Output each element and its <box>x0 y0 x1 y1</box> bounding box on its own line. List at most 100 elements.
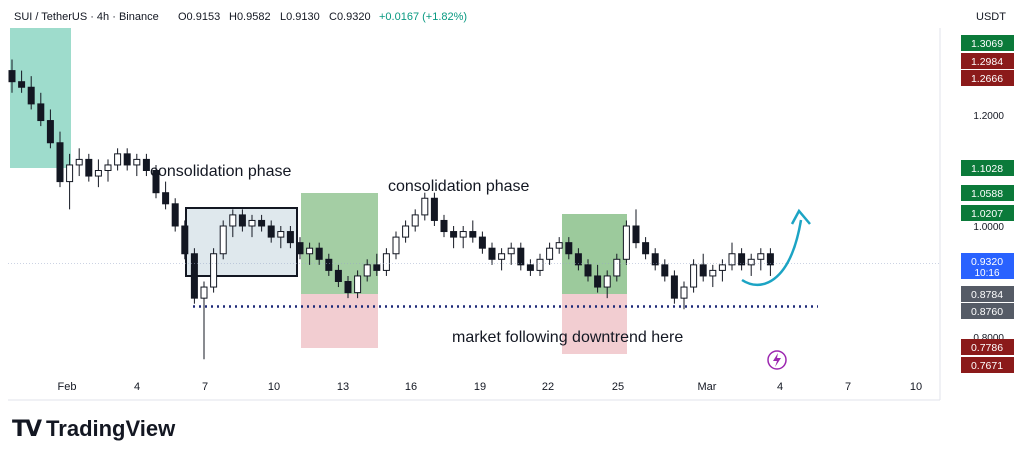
candle <box>699 253 707 282</box>
price-badge-bg <box>961 357 1014 373</box>
tradingview-wordmark: TradingView <box>46 416 176 441</box>
candle-body <box>190 253 198 299</box>
price-badge-bg <box>961 205 1014 221</box>
candle <box>46 109 54 149</box>
price-badge-bg <box>961 70 1014 86</box>
candles-layer <box>8 59 774 360</box>
candle-body <box>757 253 765 260</box>
candle <box>392 231 400 260</box>
candle <box>85 153 93 182</box>
candle <box>661 259 669 282</box>
candle-body <box>651 253 659 266</box>
candle <box>75 148 83 177</box>
x-tick-label: Feb <box>58 381 77 393</box>
price-badge: 1.2984 <box>961 53 1014 69</box>
price-badge-bg <box>961 303 1014 319</box>
lightning-icon[interactable] <box>767 350 787 370</box>
candle <box>603 270 611 299</box>
candle-body <box>565 242 573 255</box>
x-tick-label: 4 <box>134 381 140 393</box>
price-badge-value: 1.1028 <box>971 163 1003 175</box>
candle-body <box>267 225 275 238</box>
candle <box>219 220 227 260</box>
candle-body <box>478 236 486 249</box>
candle <box>546 242 554 265</box>
candle-body <box>709 269 717 277</box>
highlight-zones <box>10 28 627 354</box>
price-badge-value: 1.2984 <box>971 56 1003 68</box>
candle <box>296 237 304 260</box>
price-badge-value: 1.0588 <box>971 188 1003 200</box>
candle-body <box>248 219 256 227</box>
ohlc-open: O0.9153 <box>178 11 220 23</box>
candle <box>171 198 179 232</box>
candle <box>478 231 486 254</box>
ohlc-close: C0.9320 <box>329 11 371 23</box>
price-badge-value: 0.8760 <box>971 306 1003 318</box>
symbol-title: SUI / TetherUS · 4h · Binance <box>14 11 159 23</box>
candle-body <box>114 153 122 166</box>
projection-arrow-icon <box>790 208 811 225</box>
candle-body <box>56 142 64 183</box>
x-tick-label: 16 <box>405 381 417 393</box>
x-tick-label: 10 <box>268 381 280 393</box>
candle-body <box>382 253 390 271</box>
price-countdown: 10:16 <box>974 268 999 279</box>
candle-body <box>632 225 640 244</box>
candle-body <box>162 192 170 205</box>
price-badge-value: 0.7786 <box>971 342 1003 354</box>
candle-body <box>546 247 554 260</box>
price-badge: 1.1028 <box>961 160 1014 176</box>
candle <box>728 242 736 271</box>
x-tick-label: Mar <box>698 381 717 393</box>
price-badge-bg <box>961 160 1014 176</box>
price-badge-bg <box>961 339 1014 355</box>
candle-body <box>123 153 131 166</box>
candle-body <box>219 225 227 255</box>
candle-body <box>766 253 774 266</box>
candle <box>440 214 448 238</box>
candle-body <box>296 242 304 255</box>
candle <box>306 242 314 265</box>
consolidation-box <box>185 207 298 277</box>
candle-body <box>718 264 726 271</box>
candle-body <box>152 170 160 194</box>
red-zone-2 <box>562 294 627 354</box>
candle <box>421 192 429 221</box>
candle <box>114 148 122 171</box>
candle-body <box>181 225 189 255</box>
candle <box>238 209 246 232</box>
candle <box>267 220 275 243</box>
candle-body <box>392 236 400 255</box>
tradingview-logo-icon: TV <box>12 416 42 442</box>
y-tick-label: 1.0000 <box>973 222 1004 233</box>
candle-body <box>555 242 563 249</box>
candle <box>344 275 352 299</box>
candle-body <box>37 103 45 122</box>
candle-body <box>171 203 179 227</box>
price-badge: 1.0588 <box>961 185 1014 201</box>
candle <box>718 259 726 282</box>
x-tick-label: 7 <box>202 381 208 393</box>
candle <box>517 242 525 271</box>
candle-body <box>238 214 246 227</box>
tradingview-brand: TV TradingView <box>12 416 175 442</box>
candle-body <box>526 264 534 271</box>
candle-body <box>450 231 458 238</box>
candle-body <box>430 197 438 221</box>
candle <box>469 220 477 243</box>
currency-label[interactable]: USDT <box>976 11 1006 23</box>
candle-body <box>411 214 419 227</box>
candle-body <box>690 264 698 288</box>
candle <box>459 226 467 249</box>
candle-body <box>738 253 746 266</box>
candle <box>210 248 218 293</box>
projection-curve <box>741 219 803 287</box>
candle <box>411 209 419 232</box>
candle-body <box>622 225 630 260</box>
candle-body <box>507 247 515 255</box>
candle <box>37 92 45 127</box>
x-tick-label: 4 <box>777 381 783 393</box>
